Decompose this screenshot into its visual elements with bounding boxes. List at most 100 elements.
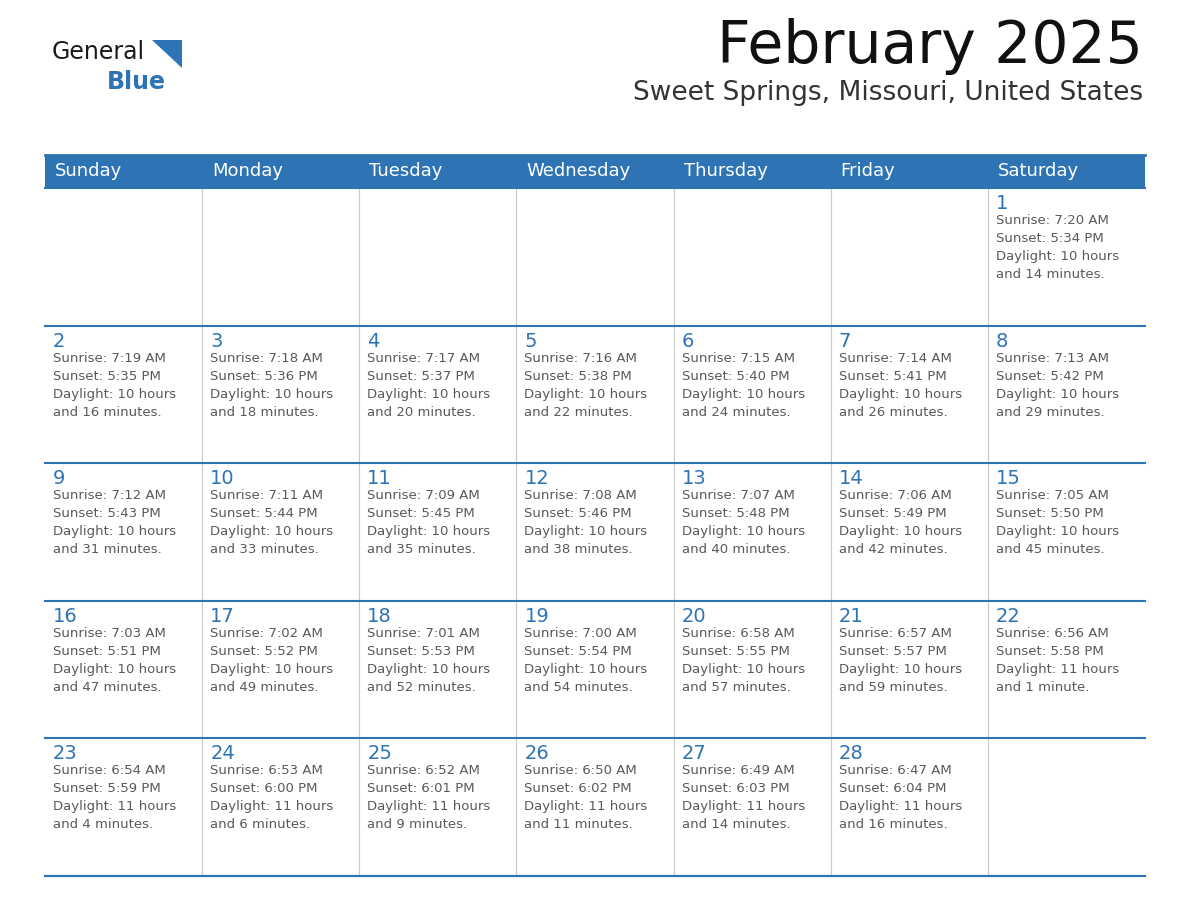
Text: and 22 minutes.: and 22 minutes. [524, 406, 633, 419]
Text: Sunset: 6:02 PM: Sunset: 6:02 PM [524, 782, 632, 795]
Bar [830, 464, 988, 600]
Text: and 35 minutes.: and 35 minutes. [367, 543, 476, 556]
Text: Sunrise: 7:02 AM: Sunrise: 7:02 AM [210, 627, 323, 640]
Text: Sunrise: 6:54 AM: Sunrise: 6:54 AM [53, 765, 166, 778]
Bar [359, 188, 517, 326]
Text: Daylight: 10 hours: Daylight: 10 hours [524, 387, 647, 400]
Text: Sunrise: 6:47 AM: Sunrise: 6:47 AM [839, 765, 952, 778]
Text: 2: 2 [53, 331, 65, 351]
Text: Sunrise: 7:19 AM: Sunrise: 7:19 AM [53, 352, 166, 364]
Text: and 20 minutes.: and 20 minutes. [367, 406, 476, 419]
Text: 25: 25 [367, 744, 392, 764]
Text: 13: 13 [682, 469, 707, 488]
Text: Daylight: 11 hours: Daylight: 11 hours [839, 800, 962, 813]
Text: and 57 minutes.: and 57 minutes. [682, 681, 790, 694]
Text: Sunrise: 7:17 AM: Sunrise: 7:17 AM [367, 352, 480, 364]
Text: and 11 minutes.: and 11 minutes. [524, 819, 633, 832]
Text: Daylight: 10 hours: Daylight: 10 hours [53, 663, 176, 676]
Text: 8: 8 [996, 331, 1009, 351]
Text: and 31 minutes.: and 31 minutes. [53, 543, 162, 556]
Text: Sunset: 5:59 PM: Sunset: 5:59 PM [53, 782, 160, 795]
Text: Sunset: 5:38 PM: Sunset: 5:38 PM [524, 370, 632, 383]
Text: Sunrise: 6:52 AM: Sunrise: 6:52 AM [367, 765, 480, 778]
Text: and 47 minutes.: and 47 minutes. [53, 681, 162, 694]
Text: Sunrise: 7:07 AM: Sunrise: 7:07 AM [682, 489, 795, 502]
Text: Sunrise: 7:16 AM: Sunrise: 7:16 AM [524, 352, 637, 364]
Text: Daylight: 10 hours: Daylight: 10 hours [524, 663, 647, 676]
Text: Sunset: 5:58 PM: Sunset: 5:58 PM [996, 644, 1104, 658]
Text: 22: 22 [996, 607, 1020, 626]
Text: Sunrise: 7:15 AM: Sunrise: 7:15 AM [682, 352, 795, 364]
Text: Daylight: 10 hours: Daylight: 10 hours [682, 387, 804, 400]
Text: Sunset: 5:41 PM: Sunset: 5:41 PM [839, 370, 947, 383]
Text: February 2025: February 2025 [718, 18, 1143, 75]
Text: Sunset: 5:50 PM: Sunset: 5:50 PM [996, 508, 1104, 521]
Bar [45, 738, 202, 876]
Text: Sunrise: 7:13 AM: Sunrise: 7:13 AM [996, 352, 1108, 364]
Text: Sunrise: 6:49 AM: Sunrise: 6:49 AM [682, 765, 795, 778]
Text: Daylight: 10 hours: Daylight: 10 hours [524, 525, 647, 538]
Bar [202, 738, 359, 876]
Text: Sunset: 5:42 PM: Sunset: 5:42 PM [996, 370, 1104, 383]
Text: Daylight: 10 hours: Daylight: 10 hours [367, 663, 491, 676]
Text: 23: 23 [53, 744, 77, 764]
Bar [674, 188, 830, 326]
Text: Sunset: 5:48 PM: Sunset: 5:48 PM [682, 508, 789, 521]
Bar [674, 600, 830, 738]
Text: Daylight: 10 hours: Daylight: 10 hours [367, 525, 491, 538]
Text: 17: 17 [210, 607, 235, 626]
Text: Wednesday: Wednesday [526, 162, 631, 181]
Text: Daylight: 10 hours: Daylight: 10 hours [839, 525, 962, 538]
Bar [45, 188, 202, 326]
Text: and 45 minutes.: and 45 minutes. [996, 543, 1105, 556]
Text: and 33 minutes.: and 33 minutes. [210, 543, 318, 556]
Text: Sunset: 5:36 PM: Sunset: 5:36 PM [210, 370, 318, 383]
Text: 12: 12 [524, 469, 549, 488]
Text: Sunset: 5:43 PM: Sunset: 5:43 PM [53, 508, 160, 521]
Bar [517, 600, 674, 738]
Bar [45, 155, 1145, 188]
Text: Sunrise: 6:57 AM: Sunrise: 6:57 AM [839, 627, 952, 640]
Text: Sunrise: 7:03 AM: Sunrise: 7:03 AM [53, 627, 166, 640]
Bar [674, 326, 830, 464]
Bar [359, 600, 517, 738]
Bar [45, 600, 202, 738]
Text: Thursday: Thursday [683, 162, 767, 181]
Bar [988, 326, 1145, 464]
Text: Sunset: 5:34 PM: Sunset: 5:34 PM [996, 232, 1104, 245]
Text: Sunset: 6:01 PM: Sunset: 6:01 PM [367, 782, 475, 795]
Bar [202, 326, 359, 464]
Text: 1: 1 [996, 194, 1009, 213]
Text: Daylight: 10 hours: Daylight: 10 hours [682, 663, 804, 676]
Text: Daylight: 10 hours: Daylight: 10 hours [682, 525, 804, 538]
Text: Sunrise: 7:05 AM: Sunrise: 7:05 AM [996, 489, 1108, 502]
Bar [674, 464, 830, 600]
Text: and 49 minutes.: and 49 minutes. [210, 681, 318, 694]
Text: Sunrise: 6:50 AM: Sunrise: 6:50 AM [524, 765, 637, 778]
Text: Sunrise: 7:08 AM: Sunrise: 7:08 AM [524, 489, 637, 502]
Text: Sunset: 5:37 PM: Sunset: 5:37 PM [367, 370, 475, 383]
Text: Blue: Blue [107, 70, 166, 94]
Text: Daylight: 11 hours: Daylight: 11 hours [524, 800, 647, 813]
Text: Sunday: Sunday [55, 162, 122, 181]
Text: and 29 minutes.: and 29 minutes. [996, 406, 1105, 419]
Text: Daylight: 10 hours: Daylight: 10 hours [53, 387, 176, 400]
Text: Sunset: 5:40 PM: Sunset: 5:40 PM [682, 370, 789, 383]
Text: and 26 minutes.: and 26 minutes. [839, 406, 947, 419]
Text: Sunrise: 6:56 AM: Sunrise: 6:56 AM [996, 627, 1108, 640]
Bar [674, 738, 830, 876]
Text: 21: 21 [839, 607, 864, 626]
Text: 24: 24 [210, 744, 235, 764]
Text: Daylight: 10 hours: Daylight: 10 hours [839, 387, 962, 400]
Text: and 14 minutes.: and 14 minutes. [682, 819, 790, 832]
Bar [45, 326, 202, 464]
Text: Sunset: 6:04 PM: Sunset: 6:04 PM [839, 782, 946, 795]
Text: Sunrise: 7:01 AM: Sunrise: 7:01 AM [367, 627, 480, 640]
Text: Daylight: 10 hours: Daylight: 10 hours [210, 387, 334, 400]
Text: and 14 minutes.: and 14 minutes. [996, 268, 1105, 281]
Text: and 18 minutes.: and 18 minutes. [210, 406, 318, 419]
Text: Sunrise: 7:06 AM: Sunrise: 7:06 AM [839, 489, 952, 502]
Text: 5: 5 [524, 331, 537, 351]
Text: Sunset: 5:49 PM: Sunset: 5:49 PM [839, 508, 947, 521]
Text: Daylight: 10 hours: Daylight: 10 hours [996, 525, 1119, 538]
